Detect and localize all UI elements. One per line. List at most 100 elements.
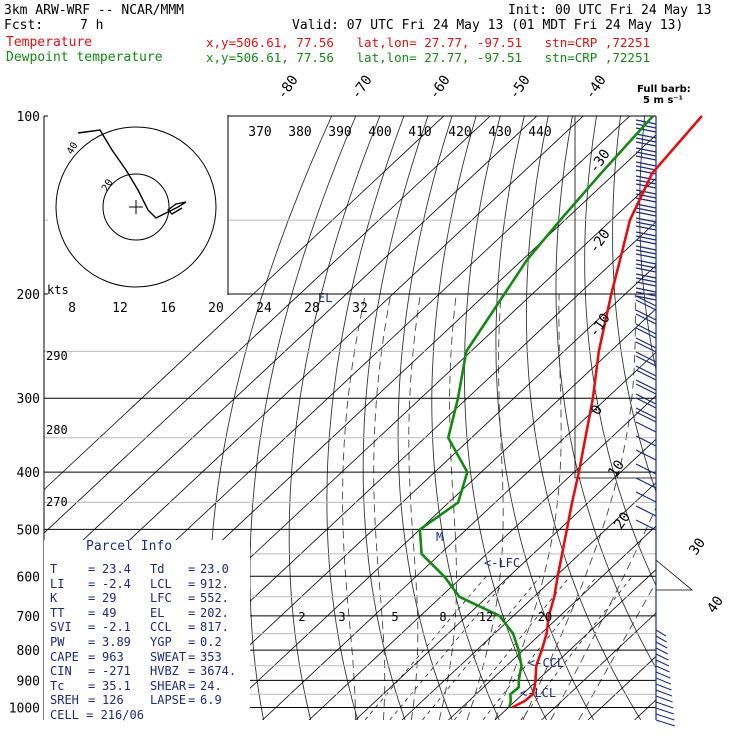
mixing-ratio-line — [389, 576, 510, 720]
wind-barb — [635, 203, 657, 209]
parcel-k2: EL — [150, 605, 165, 620]
parcel-k2: LCL — [150, 576, 172, 591]
level-marker-lfc: <-LFC — [484, 556, 520, 570]
wind-barb — [635, 211, 657, 217]
isotherm-label: 20 — [611, 509, 634, 532]
wind-barb — [655, 647, 669, 655]
wind-barb — [635, 299, 657, 311]
dewpoint-trace — [418, 115, 654, 708]
parcel-k1: LI — [50, 576, 65, 591]
parcel-v2: 353 — [200, 649, 222, 664]
wind-barb — [635, 411, 657, 423]
dry-adiabat — [288, 116, 381, 720]
isotherm-label: -40 — [582, 72, 610, 102]
dry-adiabat — [717, 116, 740, 720]
wind-barb — [635, 179, 657, 185]
hodograph-speed-label: 8 — [68, 301, 76, 316]
parcel-v1: -2.1 — [102, 620, 131, 635]
theta-e-label: 440 — [528, 125, 551, 140]
parcel-k2: LAPSE — [150, 693, 187, 708]
mixing-ratio-label: 8 — [439, 610, 446, 624]
level-marker-el: EL — [318, 291, 332, 305]
wind-barb — [655, 683, 672, 691]
isotherm — [169, 264, 656, 720]
parcel-k1: Tc — [50, 678, 65, 693]
model-title: 3km ARW-WRF -- NCAR/MMM — [4, 3, 185, 18]
parcel-v2: 817. — [200, 620, 229, 635]
isotherm — [355, 438, 656, 720]
hodograph-ring-label: 20 — [100, 178, 116, 194]
equals-sign: = — [188, 562, 196, 576]
parcel-info-bg — [44, 540, 250, 720]
wind-barb — [635, 123, 657, 129]
equals-sign: = — [88, 693, 96, 708]
pressure-label: 300 — [17, 392, 40, 407]
wind-barb — [655, 707, 674, 715]
level-marker-lcl: <-LCL — [520, 686, 556, 700]
wind-barb — [635, 309, 657, 321]
theta-e-label: 370 — [248, 125, 271, 140]
wind-barb — [655, 713, 675, 721]
theta-e-label: 420 — [448, 125, 471, 140]
hodograph-ring-label: 40 — [65, 141, 81, 157]
dry-adiabat — [666, 116, 740, 720]
valid-time: Valid: 07 UTC Fri 24 May 13 (01 MDT Fri … — [292, 18, 684, 33]
wind-barb — [635, 477, 657, 489]
equals-sign: = — [188, 591, 196, 606]
parcel-v1: 963 — [102, 649, 124, 664]
wind-barb — [635, 337, 657, 349]
parcel-k2: Td — [150, 562, 165, 576]
pressure-label: 900 — [17, 674, 40, 689]
isotherm — [448, 525, 656, 720]
mixing-ratio-line — [482, 576, 598, 720]
parcel-k2: SWEAT — [150, 649, 187, 664]
theta-e-label: 430 — [488, 125, 511, 140]
dry-adiabat — [397, 116, 453, 720]
theta-label: 290 — [46, 349, 68, 363]
equals-sign: = — [188, 576, 196, 591]
mixing-ratio-label: 12 — [479, 610, 493, 624]
wind-barb — [635, 273, 657, 279]
equals-sign: = — [88, 664, 96, 679]
hodograph-speed-label: 24 — [256, 301, 272, 316]
wind-barb — [635, 287, 657, 293]
isotherm-label: -60 — [426, 72, 454, 102]
parcel-v2: 552. — [200, 591, 229, 606]
legend-dewpoint-name: Dewpoint temperature — [6, 50, 163, 65]
wind-barb — [635, 225, 657, 231]
init-time: Init: 00 UTC Fri 24 May 13 — [508, 3, 712, 18]
parcel-v1: 3.89 — [102, 635, 131, 649]
parcel-k2: LFC — [150, 591, 172, 606]
wind-barb — [655, 671, 671, 679]
hodograph-trace — [77, 129, 187, 219]
wind-barb — [635, 379, 657, 391]
wind-barb — [635, 175, 657, 181]
hodograph-speed-label: 32 — [352, 301, 368, 316]
moist-adiabat — [342, 293, 366, 720]
wind-barb — [635, 249, 657, 255]
hodograph-trace — [166, 201, 187, 215]
wind-barbs — [635, 116, 676, 727]
theta-label: 270 — [46, 495, 68, 509]
wind-barb — [635, 133, 657, 139]
wind-barb — [635, 235, 657, 241]
dry-adiabat — [525, 116, 642, 720]
dry-adiabat — [692, 116, 740, 720]
isotherm-label: -30 — [586, 146, 614, 176]
isotherm — [494, 568, 656, 720]
wind-barb — [655, 695, 673, 703]
wind-barb — [635, 323, 657, 335]
isotherm-label: -50 — [506, 72, 534, 102]
equals-sign: = — [188, 664, 196, 679]
barb-legend-label: Full barb: — [637, 84, 691, 95]
equals-sign: = — [88, 635, 96, 649]
pressure-label: 600 — [17, 570, 40, 585]
equals-sign: = — [88, 562, 96, 576]
isotherm-label: -10 — [586, 310, 614, 340]
wind-barb — [635, 221, 657, 227]
wind-barb — [635, 505, 657, 517]
isotherm — [401, 482, 656, 720]
dry-adiabat — [431, 116, 500, 720]
wind-barb — [635, 407, 657, 419]
legend-temperature-info: x,y=506.61, 77.56 lat,lon= 27.77, -97.51… — [206, 35, 651, 50]
